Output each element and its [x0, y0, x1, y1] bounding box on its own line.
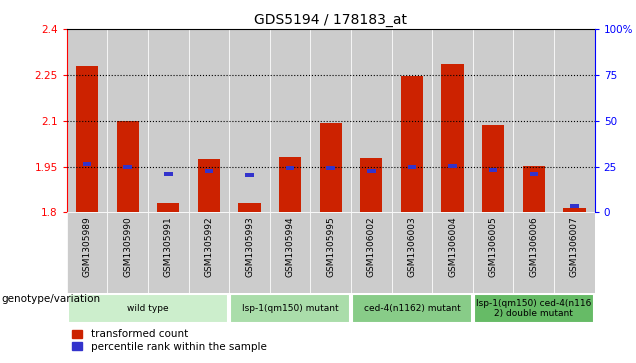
Bar	[326, 166, 335, 171]
Bar	[523, 166, 545, 212]
Bar	[279, 156, 301, 212]
Bar	[441, 64, 464, 212]
Bar	[76, 66, 98, 212]
Bar	[189, 29, 229, 212]
Text: GSM1305991: GSM1305991	[164, 216, 173, 277]
Text: GSM1306007: GSM1306007	[570, 216, 579, 277]
Bar	[489, 168, 497, 172]
Bar	[67, 29, 107, 212]
Text: genotype/variation: genotype/variation	[1, 294, 100, 305]
Text: GSM1306006: GSM1306006	[529, 216, 538, 277]
Text: GSM1305989: GSM1305989	[83, 216, 92, 277]
Bar	[513, 29, 554, 212]
Bar	[238, 203, 261, 212]
Text: lsp-1(qm150) ced-4(n116
2) double mutant: lsp-1(qm150) ced-4(n116 2) double mutant	[476, 299, 591, 318]
Text: GSM1305995: GSM1305995	[326, 216, 335, 277]
Text: wild type: wild type	[127, 304, 169, 313]
Bar	[107, 212, 148, 293]
Text: GSM1305990: GSM1305990	[123, 216, 132, 277]
Bar	[157, 203, 179, 212]
Text: GSM1305992: GSM1305992	[204, 216, 214, 277]
Bar	[245, 172, 254, 176]
Bar	[229, 29, 270, 212]
Bar	[432, 212, 473, 293]
Bar	[530, 172, 538, 176]
Bar	[401, 77, 423, 212]
Bar	[432, 29, 473, 212]
Bar	[229, 212, 270, 293]
Bar	[473, 29, 513, 212]
Bar	[310, 212, 351, 293]
Text: ced-4(n1162) mutant: ced-4(n1162) mutant	[364, 304, 460, 313]
Bar	[83, 162, 92, 167]
FancyBboxPatch shape	[230, 294, 350, 323]
Bar	[482, 125, 504, 212]
Bar	[123, 165, 132, 169]
Bar	[408, 164, 416, 169]
Bar	[164, 172, 172, 176]
Bar	[570, 204, 579, 208]
Bar	[270, 212, 310, 293]
Bar	[107, 29, 148, 212]
Bar	[392, 212, 432, 293]
Bar	[270, 29, 310, 212]
Bar	[360, 158, 382, 212]
Text: lsp-1(qm150) mutant: lsp-1(qm150) mutant	[242, 304, 338, 313]
Title: GDS5194 / 178183_at: GDS5194 / 178183_at	[254, 13, 407, 26]
Bar	[148, 29, 189, 212]
Text: GSM1306004: GSM1306004	[448, 216, 457, 277]
Legend: transformed count, percentile rank within the sample: transformed count, percentile rank withi…	[72, 330, 266, 351]
Bar	[554, 29, 595, 212]
Text: GSM1306005: GSM1306005	[488, 216, 497, 277]
Bar	[198, 159, 220, 212]
Bar	[554, 212, 595, 293]
Bar	[116, 121, 139, 212]
Bar	[310, 29, 351, 212]
Bar	[351, 29, 392, 212]
Text: GSM1306003: GSM1306003	[408, 216, 417, 277]
Bar	[148, 212, 189, 293]
FancyBboxPatch shape	[67, 294, 228, 323]
Bar	[367, 168, 376, 172]
Text: GSM1306002: GSM1306002	[367, 216, 376, 277]
FancyBboxPatch shape	[474, 294, 594, 323]
Bar	[392, 29, 432, 212]
FancyBboxPatch shape	[352, 294, 472, 323]
Bar	[513, 212, 554, 293]
Bar	[351, 212, 392, 293]
Bar	[286, 166, 294, 170]
Bar	[189, 212, 229, 293]
Bar	[448, 164, 457, 168]
Bar	[319, 123, 342, 212]
Text: GSM1305993: GSM1305993	[245, 216, 254, 277]
Bar	[67, 212, 107, 293]
Bar	[205, 168, 213, 172]
Bar	[473, 212, 513, 293]
Bar	[563, 208, 586, 212]
Text: GSM1305994: GSM1305994	[286, 216, 294, 277]
